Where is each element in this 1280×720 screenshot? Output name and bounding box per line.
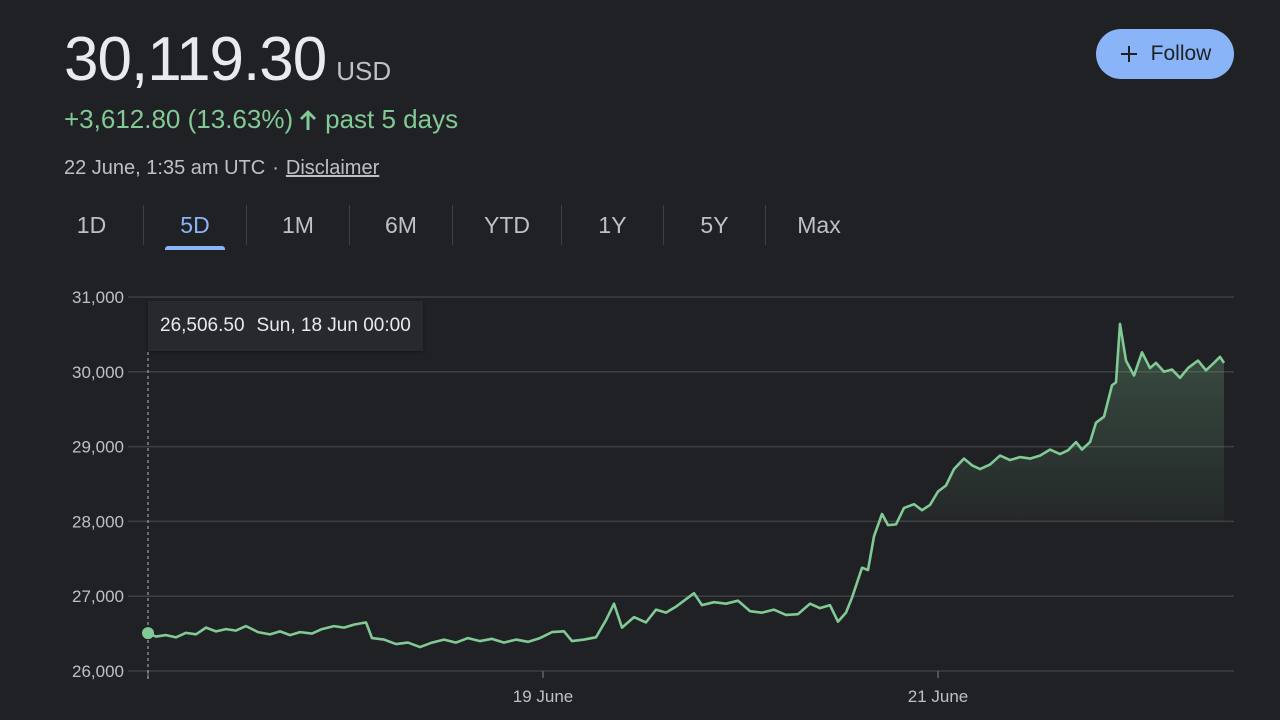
tab-label: 5D — [180, 211, 210, 238]
price-change: +3,612.80 (13.63%) past 5 days — [64, 104, 458, 135]
tab-1y[interactable]: 1Y — [562, 200, 663, 250]
y-tick-label: 28,000 — [72, 512, 124, 531]
change-value: +3,612.80 (13.63%) — [64, 104, 294, 134]
currency-label: USD — [336, 56, 392, 86]
tab-1m[interactable]: 1M — [247, 200, 349, 250]
tab-label: 1Y — [598, 211, 627, 238]
tab-divider — [452, 205, 453, 245]
series-area — [878, 323, 1224, 522]
tab-label: 1M — [282, 211, 314, 238]
tab-label: YTD — [484, 211, 530, 238]
tab-divider — [349, 205, 350, 245]
price-header: 30,119.30 USD — [64, 24, 391, 95]
follow-button-label: Follow — [1150, 42, 1212, 65]
tab-divider — [663, 205, 664, 245]
tab-5d[interactable]: 5D — [144, 200, 246, 250]
tab-label: Max — [797, 211, 841, 238]
x-tick-label: 21 June — [908, 687, 969, 706]
tab-label: 6M — [385, 211, 417, 238]
tab-5y[interactable]: 5Y — [664, 200, 765, 250]
meta-separator: · — [272, 157, 279, 179]
quote-meta: 22 June, 1:35 am UTC · Disclaimer — [64, 157, 379, 180]
hover-point — [142, 627, 154, 640]
x-tick-label: 19 June — [513, 687, 574, 706]
tooltip-value: 26,506.50 — [160, 315, 245, 336]
arrow-up-icon — [300, 109, 317, 130]
y-tick-label: 31,000 — [72, 288, 124, 307]
current-price: 30,119.30 — [64, 25, 327, 94]
tab-1d[interactable]: 1D — [40, 200, 143, 250]
y-tick-label: 27,000 — [72, 587, 124, 606]
y-tick-label: 29,000 — [72, 438, 124, 457]
follow-button[interactable]: Follow — [1096, 29, 1234, 79]
tab-divider — [765, 205, 766, 245]
y-tick-label: 26,000 — [72, 662, 124, 681]
tab-max[interactable]: Max — [766, 200, 872, 250]
range-tabs: 1D 5D 1M 6M YTD 1Y 5Y Max — [40, 200, 872, 250]
plus-icon — [1120, 46, 1137, 62]
tab-ytd[interactable]: YTD — [453, 200, 561, 250]
y-tick-label: 30,000 — [72, 363, 124, 382]
tooltip-date: Sun, 18 Jun 00:00 — [256, 315, 411, 336]
disclaimer-link[interactable]: Disclaimer — [285, 157, 380, 179]
tab-divider — [246, 205, 247, 245]
series-line — [147, 322, 1226, 649]
chart-tooltip: 26,506.50 Sun, 18 Jun 00:00 — [148, 301, 423, 351]
change-period: past 5 days — [325, 104, 459, 134]
quote-timestamp: 22 June, 1:35 am UTC — [64, 157, 266, 179]
tab-divider — [561, 205, 562, 245]
tab-6m[interactable]: 6M — [350, 200, 452, 250]
tab-divider — [143, 205, 144, 245]
tab-label: 1D — [76, 211, 107, 238]
tab-label: 5Y — [700, 211, 729, 238]
